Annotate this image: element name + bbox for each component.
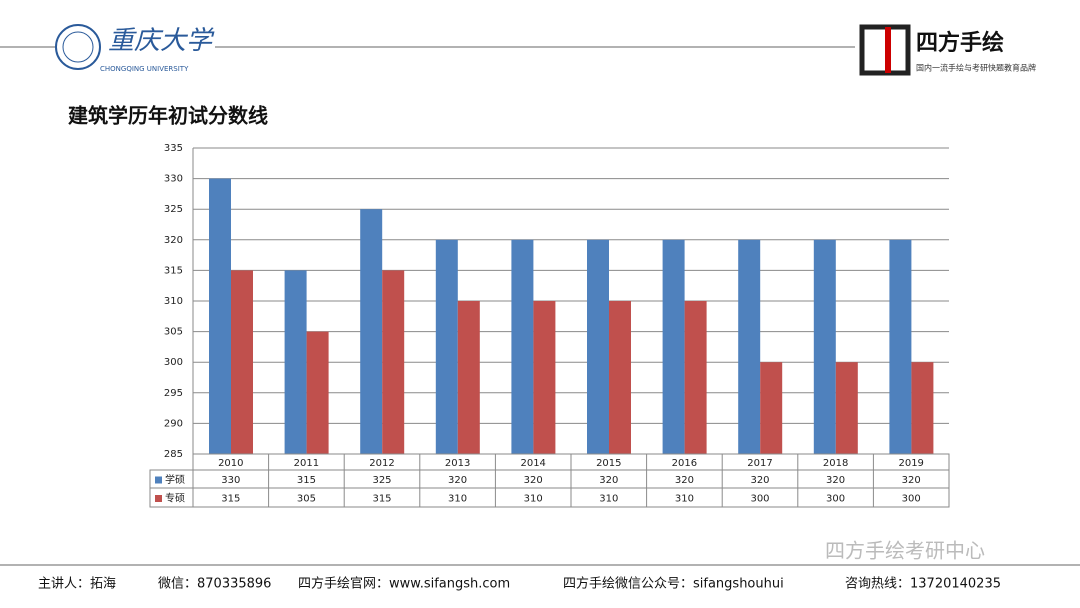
data-label: 310 (599, 494, 618, 505)
y-tick-label: 330 (164, 174, 183, 185)
footer: 主讲人：拓海 微信：870335896 四方手绘官网：www.sifangsh.co… (38, 576, 1001, 592)
bar (587, 239, 609, 454)
y-tick-label: 290 (164, 418, 183, 429)
x-tick-label: 2012 (369, 458, 394, 469)
data-label: 315 (372, 494, 391, 505)
footer-item: 微信：870335896 (158, 577, 271, 592)
legend-swatch (155, 495, 162, 502)
y-tick-label: 305 (164, 327, 183, 338)
data-label: 320 (524, 475, 543, 486)
footer-item: 主讲人：拓海 (38, 577, 116, 592)
y-tick-label: 300 (164, 357, 183, 368)
footer-item: 四方手绘微信公众号：sifangshouhui (563, 576, 784, 592)
y-tick-label: 335 (164, 143, 183, 154)
y-tick-label: 285 (164, 449, 183, 460)
data-label: 330 (221, 475, 240, 486)
data-label: 315 (297, 475, 316, 486)
bar (760, 362, 783, 454)
data-label: 320 (826, 475, 845, 486)
data-label: 310 (448, 494, 467, 505)
brand-slogan: 国内一流手绘与考研快题教育品牌 (916, 63, 1036, 73)
legend-label: 专硕 (165, 492, 185, 505)
bar (738, 239, 761, 454)
chart: 285 290 295 300 305 310 315 320 325 330 335 2010 201… (149, 143, 950, 508)
bar (609, 301, 631, 454)
data-label: 310 (524, 494, 543, 505)
data-label: 320 (448, 475, 467, 486)
bar (209, 178, 231, 454)
bar (835, 362, 858, 454)
brand-name: 四方手绘 (916, 30, 1004, 56)
data-label: 315 (221, 494, 240, 505)
bar (684, 301, 707, 454)
x-tick-label: 2010 (218, 458, 243, 469)
bar (813, 239, 836, 454)
legend-swatch (155, 476, 162, 484)
data-label: 300 (902, 494, 921, 505)
y-tick-label: 310 (164, 296, 183, 307)
x-tick-label: 2015 (596, 458, 621, 469)
university-emblem-inner (62, 31, 94, 63)
university-name-en: CHONGQING UNIVERSITY (100, 65, 189, 73)
footer-item: 四方手绘官网：www.sifangsh.com (298, 576, 510, 592)
x-tick-label: 2019 (898, 458, 923, 469)
data-label: 320 (750, 475, 769, 486)
bar (435, 239, 458, 454)
bar (382, 270, 405, 454)
university-emblem (55, 24, 101, 70)
y-tick-label: 315 (164, 265, 183, 276)
bar (911, 362, 934, 454)
bar (284, 270, 307, 454)
bar (231, 270, 253, 454)
x-tick-label: 2017 (747, 458, 772, 469)
bar (511, 239, 534, 454)
x-tick-label: 2014 (520, 458, 545, 469)
legend-label: 学硕 (165, 473, 185, 486)
data-label: 305 (297, 494, 316, 505)
x-tick-label: 2018 (823, 458, 848, 469)
x-tick-label: 2011 (294, 458, 319, 469)
x-tick-label: 2016 (672, 458, 697, 469)
data-label: 320 (902, 475, 921, 486)
bar (457, 301, 480, 454)
y-tick-label: 325 (164, 204, 183, 215)
brand-logo-accent (885, 27, 891, 73)
footer-item: 咨询热线：13720140235 (845, 577, 1001, 592)
university-name: 重庆大学 (108, 26, 215, 56)
chart-title: 建筑学历年初试分数线 (68, 104, 268, 128)
y-tick-label: 320 (164, 235, 183, 246)
data-label: 320 (675, 475, 694, 486)
bar (662, 239, 685, 454)
data-label: 325 (372, 475, 391, 486)
watermark: 四方手绘考研中心 (825, 539, 985, 563)
x-tick-label: 2013 (445, 458, 470, 469)
data-label: 310 (675, 494, 694, 505)
data-label: 300 (826, 494, 845, 505)
bar (889, 239, 912, 454)
y-tick-label: 295 (164, 388, 183, 399)
data-label: 320 (599, 475, 618, 486)
data-label: 300 (750, 494, 769, 505)
bar (360, 209, 383, 454)
bar (306, 331, 329, 454)
bar (533, 301, 556, 454)
